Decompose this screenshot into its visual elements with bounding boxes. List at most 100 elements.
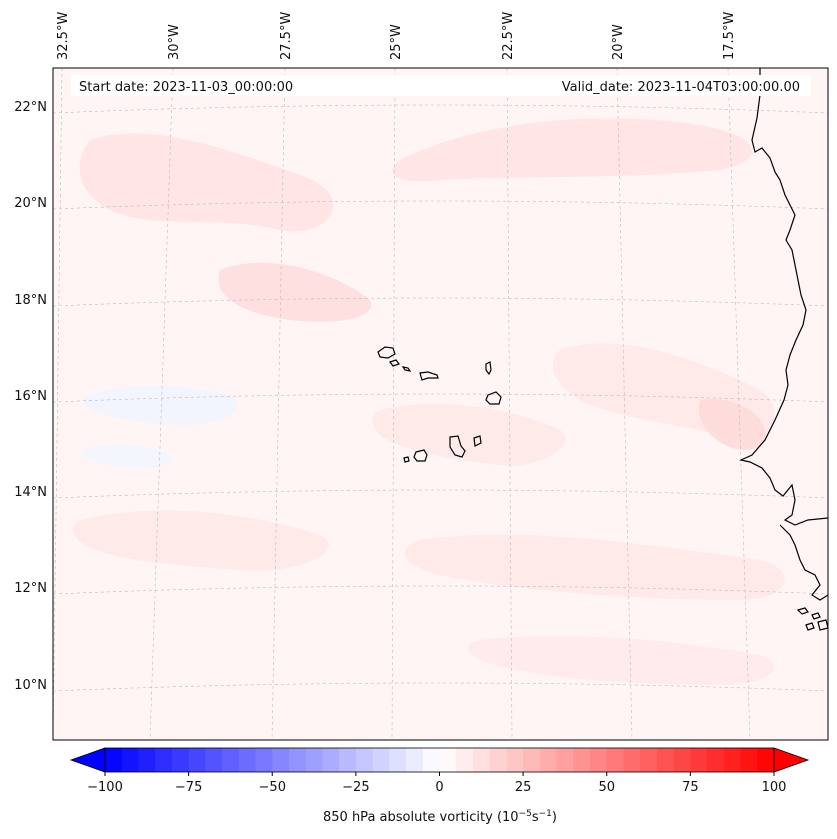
colorbar-tick-label: −50 (259, 780, 286, 795)
colorbar: −100 −75 −50 −25 0 25 50 75 100 850 hPa absolute… (69, 747, 810, 825)
lon-label: 25°W (389, 24, 404, 60)
parallel-line (53, 104, 828, 114)
vorticity-negative-band (80, 444, 173, 469)
parallel-line (53, 200, 828, 210)
colorbar-segment (506, 748, 524, 772)
colorbar-segment (305, 748, 323, 772)
header-band (71, 75, 811, 96)
colorbar-tick-label: −75 (175, 780, 202, 795)
colorbar-label: 850 hPa absolute vorticity (10−5s−1) (323, 809, 557, 825)
colorbar-segment (456, 748, 474, 772)
colorbar-segment (272, 748, 290, 772)
vorticity-band (73, 510, 329, 571)
colorbar-tick-label: −25 (342, 780, 369, 795)
colorbar-tick-label: 50 (598, 780, 615, 795)
colorbar-tick-label: 25 (515, 780, 532, 795)
island-maio (473, 435, 482, 447)
lat-label: 12°N (14, 581, 47, 596)
vorticity-band (79, 133, 334, 232)
colorbar-segment (121, 748, 139, 772)
colorbar-segment (472, 748, 491, 772)
colorbar-segment (355, 748, 373, 772)
lon-label: 22.5°W (501, 12, 516, 60)
africa-coastline (739, 68, 828, 526)
colorbar-ticks: −100 −75 −50 −25 0 25 50 75 100 (87, 772, 786, 795)
colorbar-segment (606, 748, 624, 772)
valid-date-label: Valid_date: 2023-11-04T03:00:00.00 (562, 80, 800, 95)
island-sao-vicente (389, 359, 400, 367)
colorbar-segment (255, 748, 273, 772)
lat-label: 22°N (14, 100, 47, 115)
colorbar-segment (723, 748, 741, 772)
africa-coastline-south (779, 524, 828, 601)
parallel-line (53, 489, 828, 499)
parallel-line (53, 297, 828, 307)
meridian-line (271, 68, 286, 740)
parallel-line (53, 682, 828, 692)
island-brava (403, 456, 410, 463)
gridlines (53, 68, 828, 740)
lat-label: 16°N (14, 389, 47, 404)
island-sao-nicolau (419, 371, 439, 381)
colorbar-segment (523, 748, 541, 772)
colorbar-segment (539, 748, 557, 772)
lon-label: 20°W (611, 24, 626, 60)
colorbar-segment (623, 748, 641, 772)
colorbar-segment (222, 748, 240, 772)
colorbar-tick-label: 100 (762, 780, 787, 795)
meridian-line (506, 68, 513, 740)
longitude-labels: 32.5°W 30°W 27.5°W 25°W 22.5°W 20°W 17.5… (56, 12, 737, 60)
colorbar-segment (155, 748, 173, 772)
colorbar-segment (205, 748, 223, 772)
parallel-line (53, 393, 828, 403)
vorticity-band (404, 534, 785, 600)
colorbar-segment (707, 748, 725, 772)
vorticity-band (468, 635, 775, 685)
colorbar-segment (690, 748, 708, 772)
lat-label: 14°N (14, 485, 47, 500)
island-sal (485, 361, 492, 376)
colorbar-segment (757, 748, 775, 772)
meridian-line (391, 68, 396, 740)
lat-label: 18°N (14, 293, 47, 308)
colorbar-segment (105, 748, 123, 772)
lon-label: 30°W (167, 24, 182, 60)
colorbar-segment (556, 748, 574, 772)
colorbar-tick-label: 0 (435, 780, 443, 795)
lat-label: 20°N (14, 196, 47, 211)
colorbar-segment (489, 748, 507, 772)
island-fogo (413, 449, 428, 462)
colorbar-extend-max (773, 747, 810, 773)
colorbar-segment (339, 748, 357, 772)
colorbar-segment (439, 748, 457, 772)
colorbar-segment (389, 748, 407, 772)
colorbar-segment (406, 748, 424, 772)
start-date-label: Start date: 2023-11-03_00:00:00 (79, 80, 293, 95)
colorbar-tick-label: −100 (87, 780, 123, 795)
meridian-line (53, 68, 63, 740)
map-frame (52, 67, 829, 741)
colorbar-tick-label: 75 (682, 780, 699, 795)
colorbar-extend-min (69, 747, 106, 773)
vorticity-band (698, 399, 766, 450)
parallel-line (53, 585, 828, 595)
coastlines (377, 68, 828, 631)
colorbar-segment (656, 748, 675, 772)
latitude-labels: 22°N 20°N 18°N 16°N 14°N 12°N 10°N (14, 100, 47, 693)
lat-label: 10°N (14, 678, 47, 693)
island-santiago (449, 435, 466, 458)
island-santo-antao (377, 346, 396, 359)
colorbar-segment (372, 748, 390, 772)
meridian-line (616, 68, 633, 740)
vorticity-band (218, 262, 372, 322)
map-panel: Start date: 2023-11-03_00:00:00 Valid_da… (52, 67, 829, 741)
island-santa-luzia (401, 366, 412, 372)
bijagos-islands (796, 607, 828, 631)
colorbar-segment (322, 748, 340, 772)
colorbar-segment (740, 748, 758, 772)
island-boa-vista (485, 391, 502, 405)
vorticity-negative-band (84, 385, 238, 425)
meridian-line (727, 68, 751, 740)
colorbar-segment (673, 748, 691, 772)
